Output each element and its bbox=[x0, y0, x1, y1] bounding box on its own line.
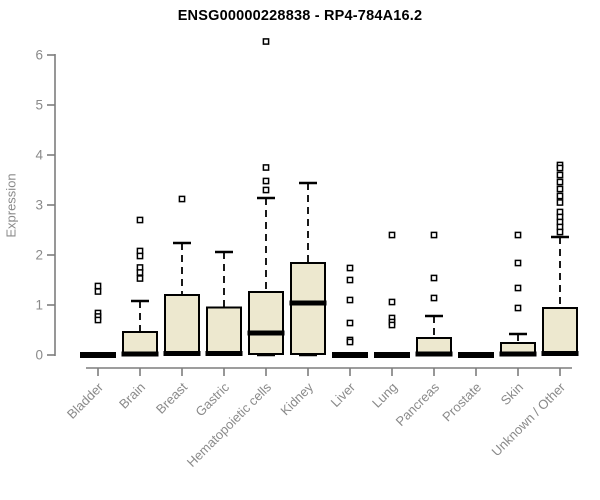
boxplot-gastric bbox=[205, 250, 243, 356]
median-line bbox=[458, 352, 494, 358]
y-tick-label: 4 bbox=[35, 148, 43, 163]
outlier-point bbox=[514, 259, 522, 267]
outlier-point bbox=[94, 288, 102, 295]
outlier-point bbox=[430, 294, 438, 302]
outlier-point bbox=[346, 338, 354, 346]
outlier-point bbox=[346, 319, 354, 327]
outlier-point bbox=[94, 316, 102, 324]
boxplot-pancreas bbox=[415, 231, 453, 357]
x-tick-label-brain: Brain bbox=[116, 380, 148, 412]
median-line bbox=[80, 352, 116, 358]
outlier-point bbox=[346, 264, 354, 272]
x-tick-label-kidney: Kidney bbox=[277, 379, 316, 418]
boxplot-breast bbox=[163, 195, 201, 356]
outlier-point bbox=[556, 164, 564, 172]
outlier-point bbox=[514, 304, 522, 312]
outlier-point bbox=[430, 274, 438, 282]
x-tick-label-bladder: Bladder bbox=[64, 379, 107, 422]
outlier-point bbox=[388, 298, 396, 306]
outlier-point bbox=[514, 284, 522, 292]
outlier-point bbox=[346, 296, 354, 304]
outlier-point bbox=[556, 178, 564, 186]
y-tick-label: 6 bbox=[35, 48, 43, 63]
outlier-point bbox=[556, 192, 564, 200]
outlier-point bbox=[556, 185, 564, 193]
box-rect bbox=[248, 291, 284, 355]
box-rect bbox=[290, 262, 326, 355]
median-line bbox=[374, 352, 410, 358]
outlier-point bbox=[136, 269, 144, 276]
x-tick-label-pancreas: Pancreas bbox=[393, 379, 443, 429]
boxplot-kidney bbox=[289, 181, 327, 357]
box-rect bbox=[542, 307, 578, 356]
x-tick-label-skin: Skin bbox=[498, 380, 526, 408]
x-tick-label-liver: Liver bbox=[328, 379, 359, 410]
box-rect bbox=[206, 306, 242, 356]
outlier-point bbox=[556, 228, 564, 236]
boxplot-prostate bbox=[458, 352, 494, 358]
outlier-point bbox=[136, 275, 144, 282]
outlier-point bbox=[262, 164, 270, 171]
outlier-point bbox=[94, 282, 102, 290]
outlier-point bbox=[262, 38, 270, 45]
outlier-point bbox=[136, 216, 144, 224]
x-tick-label-prostate: Prostate bbox=[439, 380, 484, 425]
y-tick-label: 5 bbox=[35, 98, 43, 113]
boxplot-bladder bbox=[80, 282, 116, 358]
median-line bbox=[332, 352, 368, 358]
x-tick-label-unknown-other: Unknown / Other bbox=[489, 379, 569, 459]
x-tick-label-breast: Breast bbox=[153, 379, 190, 416]
x-tick-label-lung: Lung bbox=[369, 380, 400, 411]
y-tick-label: 3 bbox=[35, 198, 43, 213]
y-tick-label: 0 bbox=[35, 348, 43, 363]
outlier-point bbox=[136, 252, 144, 260]
outlier-point bbox=[556, 199, 564, 206]
chart-title: ENSG00000228838 - RP4-784A16.2 bbox=[177, 8, 423, 24]
boxplot-skin bbox=[499, 231, 537, 357]
x-tick-label-gastric: Gastric bbox=[192, 379, 232, 419]
outlier-point bbox=[346, 276, 354, 284]
outlier-point bbox=[388, 321, 396, 329]
y-tick-label: 1 bbox=[35, 298, 43, 313]
outlier-point bbox=[430, 231, 438, 239]
boxplot-hematopoietic-cells bbox=[247, 38, 285, 357]
boxplot-liver bbox=[332, 264, 368, 358]
boxplot-unknown-other bbox=[541, 161, 579, 356]
boxplot-lung bbox=[374, 231, 410, 358]
outlier-point bbox=[262, 186, 270, 194]
outlier-point bbox=[388, 231, 396, 239]
box-rect bbox=[164, 294, 200, 356]
y-tick-label: 2 bbox=[35, 248, 43, 263]
outlier-point bbox=[556, 171, 564, 179]
boxplot-brain bbox=[121, 216, 159, 357]
outlier-point bbox=[178, 195, 186, 203]
outlier-point bbox=[514, 231, 522, 239]
outlier-point bbox=[262, 177, 270, 185]
